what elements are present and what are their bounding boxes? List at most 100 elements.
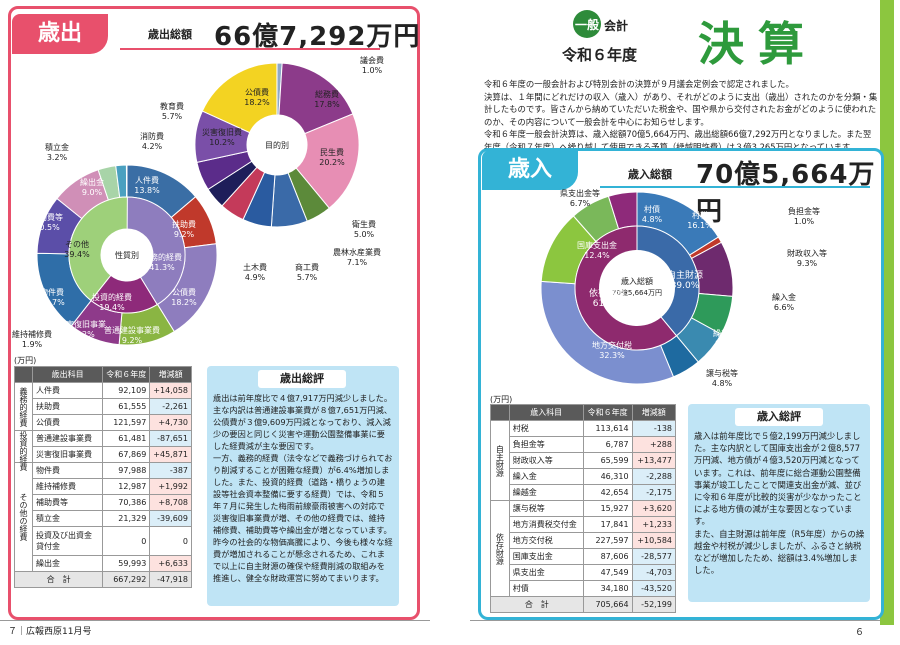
- revenue-center-hole: [599, 250, 675, 326]
- row-value: 47,549: [582, 564, 633, 581]
- footer-rule-right: [470, 620, 880, 621]
- row-value: 15,927: [582, 500, 633, 517]
- nature-label: 繰出金 9.0%: [80, 177, 104, 197]
- row-diff: +1,233: [631, 516, 677, 533]
- row-name: 村税: [508, 420, 584, 437]
- row-value: 67,869: [102, 446, 151, 463]
- revenue-total-label: 歳入総額: [628, 168, 672, 181]
- revenue-outer-label: 譲与税等 4.8%: [706, 368, 738, 388]
- outer-purpose-label: 総務費 17.8%: [314, 89, 340, 109]
- row-name: 災害復旧事業費: [31, 446, 104, 463]
- revenue-outer-label: 地方交付税 32.3%: [592, 340, 632, 360]
- nature-label: 維持補修費 1.9%: [12, 329, 52, 349]
- total-row-diff: -52,199: [631, 596, 677, 613]
- outer-purpose-label: 民生費 20.2%: [319, 147, 345, 167]
- row-name: 繰入金: [508, 468, 584, 485]
- row-name: 村債: [508, 580, 584, 597]
- inner-center-hole: [101, 229, 153, 281]
- outer-purpose-label: 災害復旧費 10.2%: [202, 127, 242, 147]
- outer-purpose-label: 商工費 5.7%: [295, 262, 319, 282]
- revenue-outer-label: 繰入金 6.6%: [772, 292, 796, 312]
- revenue-center-title: 歳入総額: [621, 276, 653, 286]
- revenue-outer-label: 負担金等 1.0%: [788, 206, 820, 226]
- row-name: 普通建設事業費: [31, 430, 104, 447]
- nature-label: 積立金 3.2%: [45, 142, 69, 162]
- expenditure-total-label: 歳出総額: [148, 28, 192, 41]
- revenue-review-box: [688, 404, 870, 602]
- row-name: 地方消費税交付金: [508, 516, 584, 533]
- row-name: 扶助費: [31, 398, 104, 415]
- intro-text: 令和６年度の一般会計および特別会計の決算が９月議会定例会で認定されました。 決算…: [484, 79, 878, 152]
- row-value: 87,606: [582, 548, 633, 565]
- revenue-outer-label: 繰越金 6.0%: [713, 328, 737, 348]
- row-value: 61,481: [102, 430, 151, 447]
- row-diff: -28,577: [631, 548, 677, 565]
- expenditure-table: 歳出科目 令和６年度 増減額 義務的経費 人件費 92,109 +14,058 扶助…: [13, 366, 192, 588]
- row-name: 負担金等: [508, 436, 584, 453]
- row-name: 維持補修費: [31, 478, 104, 495]
- revenue-review-text: 歳入は前年度比で５億2,199万円減少しました。主な内訳として国庫支出金が２億8…: [694, 431, 865, 576]
- group-label: 義務的経費: [14, 382, 33, 431]
- total-row-name: 合 計: [490, 596, 584, 613]
- nature-label: 公債費 18.2%: [171, 287, 197, 307]
- revenue-total-value: 70億5,664万円: [696, 160, 876, 227]
- row-diff: -4,703: [631, 564, 677, 581]
- row-value: 227,597: [582, 532, 633, 549]
- page-title: 決算: [698, 17, 818, 71]
- table-header-blank: [14, 366, 33, 383]
- revenue-center-value: 70億5,664万円: [612, 288, 662, 297]
- row-value: 70,386: [102, 494, 151, 511]
- total-row-diff: -47,918: [149, 571, 192, 588]
- row-name: 県支出金: [508, 564, 584, 581]
- row-diff: 0: [149, 526, 192, 556]
- row-value: 34,180: [582, 580, 633, 597]
- row-value: 59,993: [102, 555, 151, 572]
- table-header-diff: 増減額: [631, 404, 677, 421]
- nature-label: 物件費 14.7%: [39, 287, 65, 307]
- nature-label: 投資的経費 19.4%: [92, 292, 132, 312]
- page-footer-left: ７｜広報西原11月号: [8, 627, 92, 637]
- table-header-blank: [490, 404, 510, 421]
- row-name: 補助費等: [31, 494, 104, 511]
- outer-purpose-label: 消防費 4.2%: [140, 131, 164, 151]
- row-diff: -138: [631, 420, 677, 437]
- row-diff: +6,633: [149, 555, 192, 572]
- revenue-outer-label: 財政収入等 9.3%: [787, 248, 827, 268]
- row-value: 42,654: [582, 484, 633, 501]
- row-value: 12,987: [102, 478, 151, 495]
- row-name: 積立金: [31, 510, 104, 527]
- revenue-unit: (万円): [490, 395, 513, 404]
- row-name: 財政収入等: [508, 452, 584, 469]
- row-diff: -387: [149, 462, 192, 479]
- kaikei-prefix: 一般: [575, 18, 600, 32]
- expenditure-total-value: 66億7,292万円: [214, 22, 421, 52]
- row-diff: -39,609: [149, 510, 192, 527]
- revenue-outer-label: 県支出金等 6.7%: [560, 188, 600, 208]
- row-name: 投資及び出資金貸付金: [31, 526, 104, 556]
- revenue-review-title: 歳入総評: [735, 408, 823, 426]
- row-diff: +14,058: [149, 382, 192, 399]
- nature-label: 普通建設事業費 9.2%: [104, 325, 160, 345]
- outer-purpose-label: 議会費 1.0%: [360, 55, 384, 75]
- row-value: 113,614: [582, 420, 633, 437]
- row-diff: -2,261: [149, 398, 192, 415]
- nature-label: 人件費 13.8%: [134, 175, 160, 195]
- row-value: 21,329: [102, 510, 151, 527]
- expenditure-pie-charts: 目的別 議会費 1.0% 総務費 17.8% 民生費 20.2% 衛生費 5.0% 農林水産業費 7…: [12, 55, 384, 349]
- revenue-inner-label: 自主財源 39.0%: [667, 269, 703, 291]
- outer-purpose-label: 農林水産業費 7.1%: [333, 247, 381, 267]
- row-name: 公債費: [31, 414, 104, 431]
- row-value: 0: [102, 526, 151, 556]
- kaikei-circle: [573, 10, 601, 38]
- nature-label: 義務的経費 41.3%: [142, 252, 182, 272]
- outer-purpose-label: 衛生費 5.0%: [352, 219, 376, 239]
- group-label: 投資的経費: [14, 430, 33, 471]
- row-name: 物件費: [31, 462, 104, 479]
- row-value: 6,787: [582, 436, 633, 453]
- row-diff: -2,175: [631, 484, 677, 501]
- revenue-outer-label: 村税 16.1%: [687, 210, 713, 230]
- nature-label: 扶助費 9.2%: [172, 219, 196, 239]
- row-name: 国庫支出金: [508, 548, 584, 565]
- expenditure-review-text: 歳出は前年度比で４億7,917万円減少しました。主な内訳は普通建設事業費が８億7…: [213, 393, 393, 583]
- outer-center-hole: [247, 115, 307, 175]
